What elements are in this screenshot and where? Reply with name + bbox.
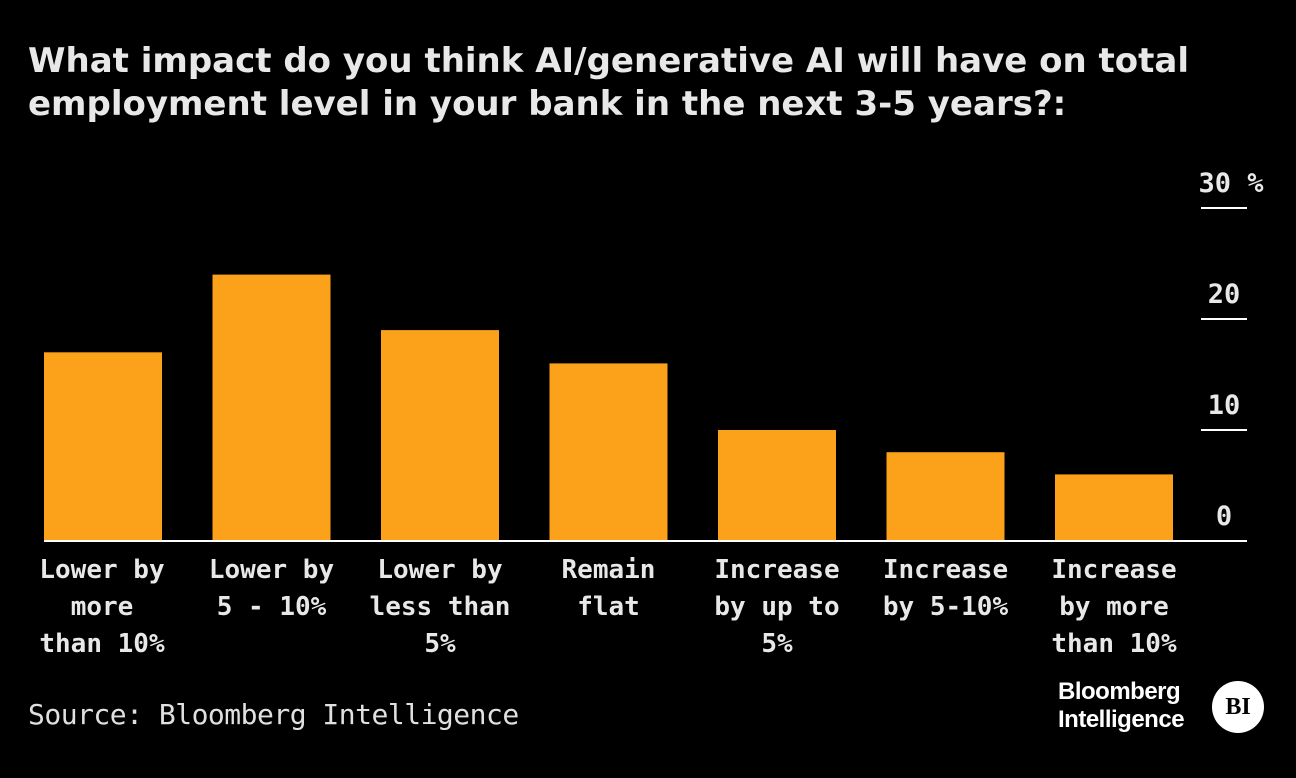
chart-title: What impact do you think AI/generative A… xyxy=(28,40,1258,126)
x-tick-label-7-line-3: than 10% xyxy=(1051,629,1177,659)
x-tick-label-4-line-2: flat xyxy=(577,592,640,622)
x-tick-label-4-line-1: Remain xyxy=(562,555,656,585)
bloomberg-intelligence-logo: Bloomberg Intelligence BI xyxy=(1058,678,1268,740)
y-tick-label-10: 10 xyxy=(1208,390,1241,421)
bar-6 xyxy=(886,452,1005,541)
bar-7 xyxy=(1055,474,1173,541)
bar-2 xyxy=(212,274,331,541)
x-tick-label-2-line-1: Lower by xyxy=(209,555,334,585)
chart-title-line-2: employment level in your bank in the nex… xyxy=(28,84,1067,124)
x-tick-label-5-line-1: Increase xyxy=(714,555,839,585)
x-tick-label-3-line-3: 5% xyxy=(424,629,456,659)
bar-1 xyxy=(44,352,162,541)
logo-line-2: Intelligence xyxy=(1058,706,1185,733)
x-tick-label-3-line-2: less than xyxy=(370,592,511,622)
logo-wordmark: Bloomberg Intelligence xyxy=(1058,678,1185,734)
x-tick-label-1-line-1: Lower by xyxy=(39,555,164,585)
x-tick-label-6-line-2: by 5-10% xyxy=(883,592,1009,622)
y-tick-label-30: 30 % xyxy=(1198,168,1264,199)
x-tick-label-1-line-2: more xyxy=(71,592,134,622)
x-tick-label-5-line-2: by up to xyxy=(714,592,839,622)
x-tick-label-7-line-1: Increase xyxy=(1051,555,1176,585)
logo-line-1: Bloomberg xyxy=(1058,678,1181,705)
source-note: Source: Bloomberg Intelligence xyxy=(28,698,519,731)
x-tick-label-7-line-2: by more xyxy=(1059,592,1169,622)
x-tick-label-6-line-1: Increase xyxy=(883,555,1008,585)
y-tick-label-20: 20 xyxy=(1208,279,1241,310)
chart-title-line-1: What impact do you think AI/generative A… xyxy=(28,41,1190,81)
x-tick-label-1-line-3: than 10% xyxy=(39,629,165,659)
y-tick-label-0: 0 xyxy=(1216,501,1232,532)
x-tick-label-3-line-1: Lower by xyxy=(377,555,502,585)
bar-5 xyxy=(718,430,836,541)
bi-badge-icon: BI xyxy=(1212,681,1264,733)
x-tick-label-2-line-2: 5 - 10% xyxy=(217,592,327,622)
bar-3 xyxy=(381,330,499,541)
x-tick-label-5-line-3: 5% xyxy=(761,629,793,659)
bar-4 xyxy=(549,363,668,541)
